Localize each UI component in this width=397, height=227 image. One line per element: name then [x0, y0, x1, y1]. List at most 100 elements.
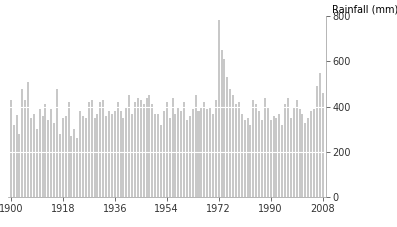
Bar: [183, 102, 185, 197]
Bar: [192, 109, 194, 197]
Bar: [62, 118, 64, 197]
Bar: [160, 125, 162, 197]
Bar: [137, 98, 139, 197]
Bar: [82, 116, 84, 197]
Bar: [276, 118, 278, 197]
Bar: [19, 134, 21, 197]
Bar: [111, 114, 113, 197]
Y-axis label: Rainfall (mm): Rainfall (mm): [332, 4, 397, 14]
Bar: [13, 125, 15, 197]
Bar: [67, 102, 69, 197]
Bar: [134, 102, 136, 197]
Bar: [125, 107, 127, 197]
Bar: [221, 50, 223, 197]
Bar: [290, 118, 292, 197]
Bar: [108, 111, 110, 197]
Bar: [36, 129, 38, 197]
Bar: [281, 125, 283, 197]
Bar: [44, 104, 46, 197]
Bar: [56, 89, 58, 197]
Bar: [284, 104, 286, 197]
Bar: [88, 102, 90, 197]
Bar: [313, 109, 315, 197]
Bar: [30, 118, 32, 197]
Bar: [10, 100, 12, 197]
Bar: [206, 109, 208, 197]
Bar: [189, 116, 191, 197]
Bar: [172, 98, 173, 197]
Bar: [151, 104, 153, 197]
Bar: [258, 111, 260, 197]
Bar: [105, 116, 107, 197]
Bar: [316, 86, 318, 197]
Bar: [299, 109, 301, 197]
Bar: [203, 102, 205, 197]
Bar: [99, 102, 101, 197]
Bar: [96, 114, 98, 197]
Bar: [229, 89, 231, 197]
Bar: [163, 111, 165, 197]
Bar: [102, 100, 104, 197]
Bar: [154, 114, 156, 197]
Bar: [270, 120, 272, 197]
Bar: [304, 123, 306, 197]
Bar: [128, 95, 130, 197]
Bar: [114, 111, 116, 197]
Bar: [166, 102, 168, 197]
Bar: [264, 98, 266, 197]
Bar: [293, 107, 295, 197]
Bar: [235, 104, 237, 197]
Bar: [157, 114, 159, 197]
Bar: [238, 102, 240, 197]
Bar: [148, 95, 150, 197]
Bar: [39, 109, 41, 197]
Bar: [169, 118, 171, 197]
Bar: [247, 118, 249, 197]
Bar: [218, 20, 220, 197]
Bar: [267, 107, 269, 197]
Bar: [310, 111, 312, 197]
Bar: [143, 104, 145, 197]
Bar: [140, 100, 142, 197]
Bar: [319, 73, 321, 197]
Bar: [200, 107, 202, 197]
Bar: [117, 102, 119, 197]
Bar: [307, 118, 309, 197]
Bar: [33, 114, 35, 197]
Bar: [215, 100, 217, 197]
Bar: [226, 77, 228, 197]
Bar: [131, 114, 133, 197]
Bar: [244, 120, 246, 197]
Bar: [301, 114, 303, 197]
Bar: [255, 104, 257, 197]
Bar: [287, 98, 289, 197]
Bar: [91, 100, 93, 197]
Bar: [197, 111, 200, 197]
Bar: [24, 100, 26, 197]
Bar: [50, 109, 52, 197]
Bar: [261, 120, 263, 197]
Bar: [232, 95, 234, 197]
Bar: [42, 116, 44, 197]
Bar: [224, 59, 225, 197]
Bar: [146, 98, 148, 197]
Bar: [65, 116, 67, 197]
Bar: [174, 114, 176, 197]
Bar: [278, 114, 280, 197]
Bar: [73, 129, 75, 197]
Bar: [212, 114, 214, 197]
Bar: [27, 82, 29, 197]
Bar: [79, 111, 81, 197]
Bar: [241, 114, 243, 197]
Bar: [59, 134, 61, 197]
Bar: [180, 111, 182, 197]
Bar: [119, 111, 121, 197]
Bar: [94, 118, 96, 197]
Bar: [15, 115, 17, 197]
Bar: [209, 107, 211, 197]
Bar: [322, 93, 324, 197]
Bar: [21, 89, 23, 197]
Bar: [252, 100, 254, 197]
Bar: [85, 118, 87, 197]
Bar: [177, 107, 179, 197]
